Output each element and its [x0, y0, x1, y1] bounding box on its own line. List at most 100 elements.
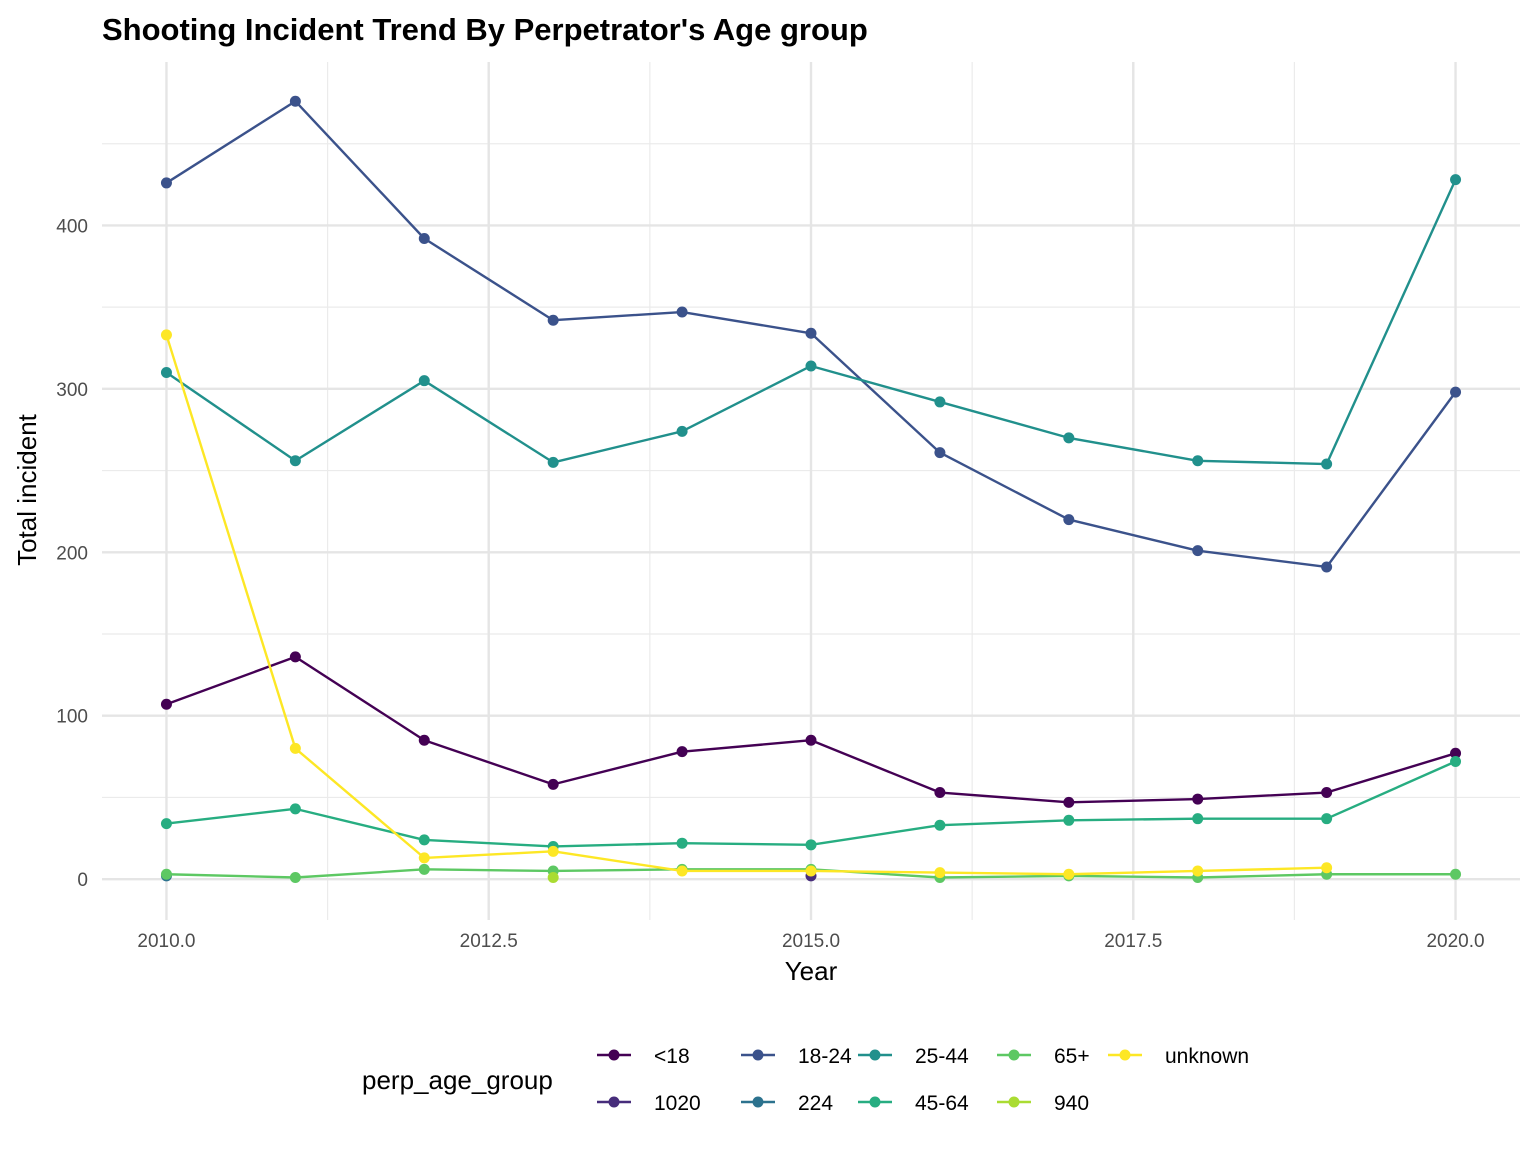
- series-<18: [160, 651, 1462, 808]
- legend-key-point: [1008, 1096, 1020, 1108]
- legend-item: 1020: [597, 1092, 701, 1115]
- y-tick-label: 200: [56, 543, 88, 564]
- data-point: [1192, 545, 1204, 557]
- data-point: [289, 872, 301, 884]
- legend-item: 940: [997, 1092, 1089, 1115]
- data-point: [1063, 868, 1075, 880]
- data-point: [289, 95, 301, 107]
- data-point: [1450, 174, 1462, 186]
- legend-label: 224: [798, 1092, 833, 1115]
- data-point: [1063, 432, 1075, 444]
- data-point: [676, 865, 688, 877]
- legend-label: 25-44: [915, 1045, 969, 1068]
- data-point: [676, 837, 688, 849]
- data-point: [1450, 755, 1462, 767]
- data-point: [547, 845, 559, 857]
- data-point: [805, 839, 817, 851]
- data-point: [805, 327, 817, 339]
- series-940: [547, 872, 559, 884]
- data-point: [676, 306, 688, 318]
- data-point: [418, 863, 430, 875]
- data-point: [934, 396, 946, 408]
- data-point: [1321, 813, 1333, 825]
- legend-label: 18-24: [798, 1045, 852, 1068]
- data-point: [805, 865, 817, 877]
- legend-item: 45-64: [858, 1092, 969, 1115]
- legend-key-point: [1008, 1049, 1020, 1061]
- data-point: [289, 803, 301, 815]
- y-axis-ticks: 0 100 200 300 400: [56, 216, 88, 891]
- data-point: [1063, 796, 1075, 808]
- x-tick-label: 2020.0: [1426, 931, 1484, 952]
- data-point: [547, 456, 559, 468]
- data-point: [547, 872, 559, 884]
- x-tick-label: 2017.5: [1104, 931, 1162, 952]
- data-point: [934, 867, 946, 879]
- series-18-24: [160, 95, 1462, 573]
- data-point: [547, 314, 559, 326]
- data-point: [1321, 458, 1333, 470]
- data-point: [1192, 793, 1204, 805]
- y-tick-label: 400: [56, 216, 88, 237]
- data-point: [289, 742, 301, 754]
- data-point: [676, 746, 688, 758]
- data-point: [1321, 787, 1333, 799]
- data-point: [1192, 813, 1204, 825]
- y-tick-label: 0: [77, 870, 88, 891]
- data-point: [1063, 814, 1075, 826]
- x-axis-title: Year: [785, 956, 838, 986]
- legend-key-point: [608, 1096, 620, 1108]
- data-point: [547, 778, 559, 790]
- legend-key-point: [608, 1049, 620, 1061]
- data-point: [418, 233, 430, 245]
- data-point: [160, 329, 172, 341]
- legend-item: 65+: [997, 1045, 1090, 1068]
- data-point: [289, 651, 301, 663]
- data-point: [160, 367, 172, 379]
- data-point: [1321, 862, 1333, 874]
- series-layer: [160, 95, 1462, 884]
- data-point: [160, 698, 172, 710]
- legend-item: 224: [741, 1092, 833, 1115]
- data-point: [934, 819, 946, 831]
- y-axis-title: Total incident: [12, 413, 42, 566]
- data-point: [1450, 386, 1462, 398]
- x-tick-label: 2010.0: [137, 931, 195, 952]
- data-point: [289, 455, 301, 467]
- legend-key-point: [752, 1049, 764, 1061]
- chart-title: Shooting Incident Trend By Perpetrator's…: [102, 12, 868, 47]
- data-point: [160, 177, 172, 189]
- data-point: [1192, 455, 1204, 467]
- legend-label: 1020: [654, 1092, 701, 1115]
- legend-label: unknown: [1165, 1045, 1249, 1068]
- data-point: [805, 360, 817, 372]
- legend-key-point: [869, 1049, 881, 1061]
- data-point: [418, 734, 430, 746]
- data-point: [418, 375, 430, 387]
- data-point: [418, 852, 430, 864]
- series-unknown: [160, 329, 1333, 880]
- data-point: [676, 425, 688, 437]
- legend-label: <18: [654, 1045, 690, 1068]
- series-line: [165, 334, 1327, 876]
- data-point: [418, 834, 430, 846]
- legend-label: 940: [1054, 1092, 1089, 1115]
- data-point: [1063, 514, 1075, 526]
- x-tick-label: 2015.0: [782, 931, 840, 952]
- x-axis-ticks: 2010.0 2012.5 2015.0 2017.5 2020.0: [137, 931, 1484, 952]
- data-point: [1321, 561, 1333, 573]
- data-point: [934, 447, 946, 459]
- data-point: [160, 818, 172, 830]
- series-25-44: [160, 174, 1462, 470]
- y-tick-label: 100: [56, 707, 88, 728]
- legend-key-point: [869, 1096, 881, 1108]
- legend-key-point: [752, 1096, 764, 1108]
- data-point: [160, 868, 172, 880]
- legend-label: 65+: [1054, 1045, 1090, 1068]
- data-point: [1450, 868, 1462, 880]
- legend-label: 45-64: [915, 1092, 969, 1115]
- legend: perp_age_group <18 18-24 25-44 65+ unknown 10…: [362, 1045, 1249, 1115]
- x-tick-label: 2012.5: [460, 931, 518, 952]
- data-point: [805, 734, 817, 746]
